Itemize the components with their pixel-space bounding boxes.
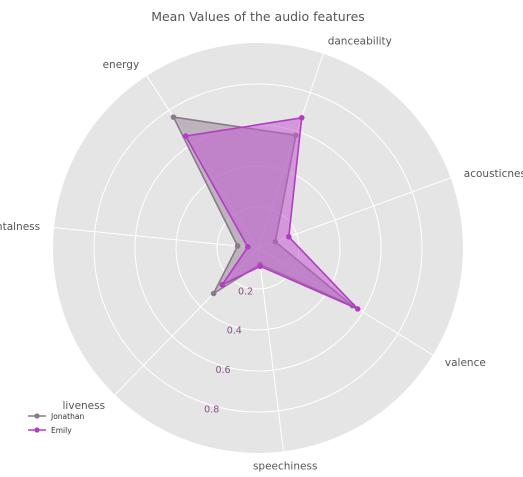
point-jonathan-instrumentalness [234,243,241,249]
axis-label-valence: valence [445,357,486,369]
tick-label-4: 0.8 [204,405,219,416]
axis-label-danceability: danceability [328,35,392,47]
axis-line-instrumentalness [53,227,259,249]
axis-labels: acousticness danceability energy instrument… [0,35,523,472]
point-emily-energy [182,133,189,139]
series-area-emily [184,117,359,310]
legend-marker-emily [34,427,40,433]
point-jonathan-liveness [210,290,217,297]
axis-label-instrumentalness: instrumentalness [0,221,40,233]
grid-circle-4 [93,83,423,413]
point-jonathan-energy [170,114,177,120]
legend-marker-jonathan [34,413,40,419]
legend-label-emily: Emily [51,426,72,435]
point-emily-speechiness [257,263,264,270]
tick-label-1: 0.2 [238,286,253,297]
axis-label-energy: energy [103,59,140,71]
radial-tick-labels: 0.2 0.4 0.6 0.8 [204,286,253,415]
axis-label-liveness: liveness [63,400,106,412]
point-emily-danceability [298,115,305,121]
axis-label-acousticness: acousticness [464,168,523,180]
tick-label-3: 0.6 [215,365,230,376]
axis-label-speechiness: speechiness [253,460,317,472]
series-layer [170,114,361,312]
point-emily-valence [354,306,361,312]
legend: Jonathan Emily [28,412,84,435]
legend-label-jonathan: Jonathan [50,412,84,421]
point-emily-liveness [219,281,226,288]
tick-label-2: 0.4 [227,326,242,337]
axis-line-speechiness [257,247,284,452]
point-emily-acousticness [286,233,292,240]
point-emily-instrumentalness [245,244,251,250]
chart-title: Mean Values of the audio features [151,9,365,24]
